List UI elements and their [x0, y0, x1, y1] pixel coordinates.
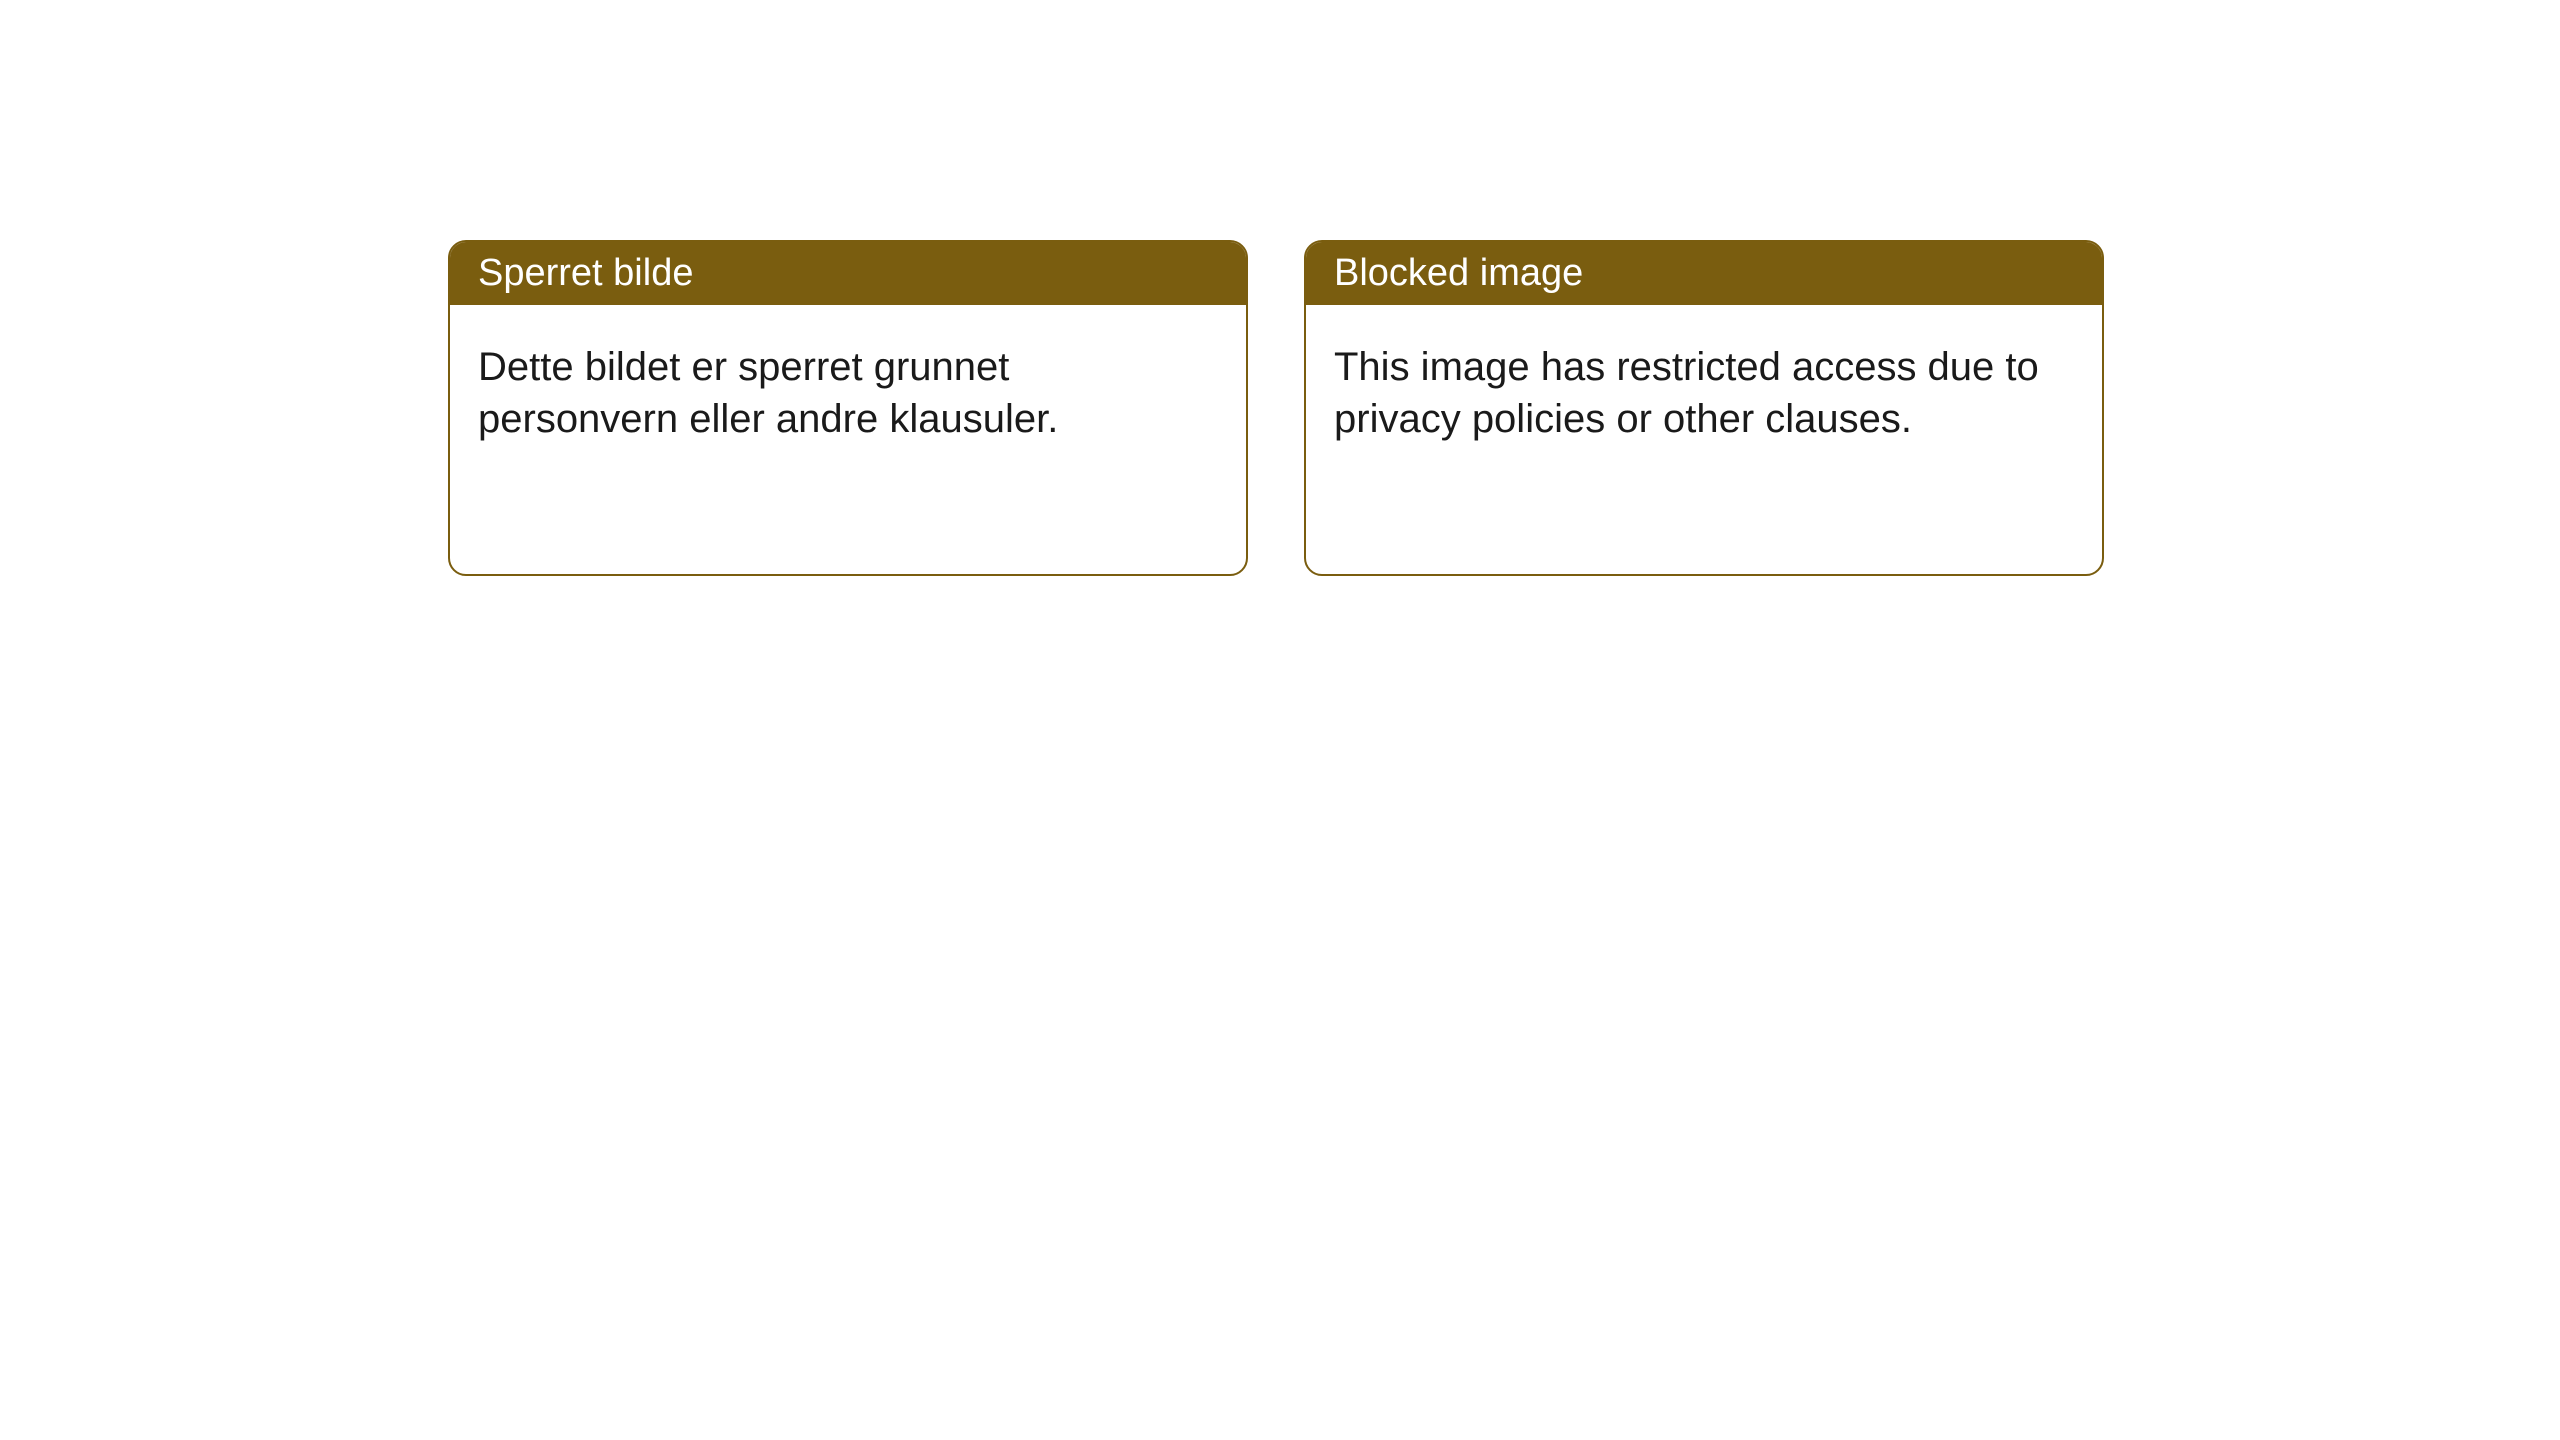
- blocked-image-card-en: Blocked image This image has restricted …: [1304, 240, 2104, 576]
- card-body-en: This image has restricted access due to …: [1306, 305, 2102, 481]
- card-header-no: Sperret bilde: [450, 242, 1246, 305]
- card-body-no: Dette bildet er sperret grunnet personve…: [450, 305, 1246, 481]
- notice-container: Sperret bilde Dette bildet er sperret gr…: [448, 240, 2104, 576]
- blocked-image-card-no: Sperret bilde Dette bildet er sperret gr…: [448, 240, 1248, 576]
- card-header-en: Blocked image: [1306, 242, 2102, 305]
